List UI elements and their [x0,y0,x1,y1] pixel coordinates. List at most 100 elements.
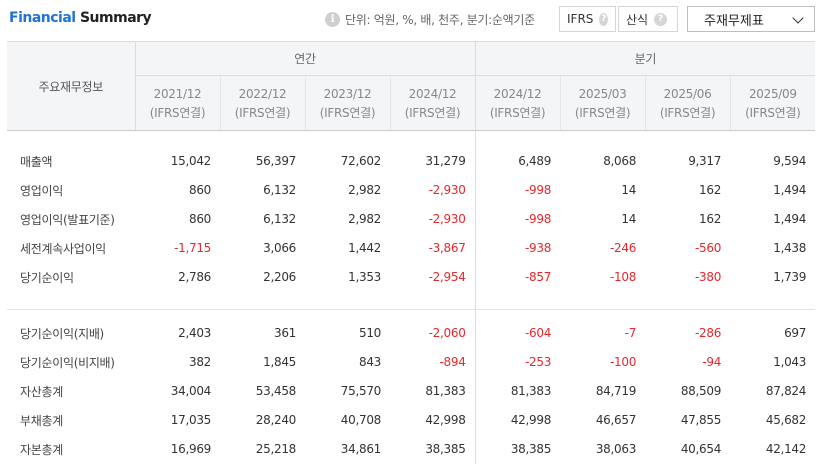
column-period: 2025/09 [748,87,797,101]
value-cell: -286 [695,326,722,340]
column-basis: (IFRS연결) [319,106,376,120]
value-cell: 81,383 [474,376,561,406]
value-cell: 42,998 [474,405,561,435]
value-cell: -604 [474,318,561,348]
row-label: 영업이익(발표기준) [20,212,115,227]
value-cell: 1,442 [348,241,381,255]
row-label: 세전계속사업이익 [20,241,106,256]
table-row: 당기순이익(지배) 2,403 361 510 -2,060 -604 -7 -286 697 [7,318,815,348]
value-cell: 1,438 [773,241,807,255]
value-cell: -998 [474,175,561,205]
column-header: 2025/09 (IFRS연결) [729,75,816,131]
unit-note: i 단위: 억원, %, 배, 천주, 분기:순액기준 [325,11,535,28]
table-row: 세전계속사업이익 -1,715 3,066 1,442 -3,867 -938 -246 -5… [7,233,815,263]
row-label: 당기순이익(비지배) [20,355,115,370]
value-cell: -94 [702,355,722,369]
table-row: 당기순이익 2,786 2,206 1,353 -2,954 -857 -108 -380 1,… [7,262,815,292]
value-cell: 2,982 [348,212,381,226]
value-cell: 14 [621,212,637,226]
value-cell: 40,654 [680,442,722,456]
value-cell: 382 [188,355,211,369]
value-cell: 42,142 [765,442,807,456]
value-cell: 17,035 [170,413,212,427]
value-cell: 87,824 [765,384,807,398]
section-header: Financial Summary i 단위: 억원, %, 배, 천주, 분기… [0,0,822,40]
question-icon[interactable]: ? [654,12,668,26]
value-cell: -2,930 [428,212,466,226]
statement-type-select[interactable]: 주재무제표 [687,6,815,32]
ifrs-label: IFRS [567,12,594,26]
value-cell: 6,489 [474,146,561,176]
value-cell: 2,206 [263,270,296,284]
column-period: 2025/03 [578,87,627,101]
formula-label: 산식 [626,12,649,27]
value-cell: 1,494 [773,212,807,226]
table-row: 매출액 15,042 56,397 72,602 31,279 6,489 8,068 9,3… [7,146,815,176]
group-header-quarter: 분기 [474,41,816,76]
value-cell: -3,867 [428,241,466,255]
table-row: 영업이익(발표기준) 860 6,132 2,982 -2,930 -998 14 162 1,… [7,204,815,234]
section-title: Financial Summary [9,10,152,26]
value-cell: 34,861 [340,442,382,456]
value-cell: 38,063 [595,442,637,456]
value-cell: -894 [439,355,466,369]
value-cell: 1,739 [773,270,807,284]
value-cell: 84,719 [595,384,637,398]
column-period: 2024/12 [493,87,542,101]
value-cell: 2,982 [348,183,381,197]
value-cell: 8,068 [603,154,637,168]
table-row: 자본총계 16,969 25,218 34,861 38,385 38,385 38,063… [7,434,815,464]
value-cell: 9,594 [773,154,807,168]
statement-type-value: 주재무제표 [704,13,764,29]
column-basis: (IFRS연결) [404,106,461,120]
table-row: 부채총계 17,035 28,240 40,708 42,998 42,998 46,657… [7,405,815,435]
value-cell: 40,708 [340,413,382,427]
row-label: 부채총계 [20,413,63,428]
value-cell: 361 [273,326,296,340]
formula-help-chip[interactable]: 산식 ? [618,6,678,32]
value-cell: 1,043 [773,355,807,369]
value-cell: -998 [474,204,561,234]
value-cell: 46,657 [595,413,637,427]
value-cell: 53,458 [255,384,297,398]
value-cell: 860 [188,212,211,226]
row-header: 주요재무정보 [7,41,135,131]
value-cell: 510 [358,326,381,340]
value-cell: 56,397 [255,154,297,168]
ifrs-help-chip[interactable]: IFRS ? [559,6,616,32]
value-cell: 45,682 [765,413,807,427]
title-part-1: Financial [9,10,76,26]
column-header: 2024/12 (IFRS연결) [474,75,561,131]
table-row: 자산총계 34,004 53,458 75,570 81,383 81,383 84,719… [7,376,815,406]
value-cell: 162 [699,183,722,197]
value-cell: 9,317 [688,154,722,168]
value-cell: 2,403 [178,326,211,340]
unit-text: 단위: 억원, %, 배, 천주, 분기:순액기준 [345,13,535,27]
value-cell: -7 [624,326,637,340]
value-cell: 1,494 [773,183,807,197]
value-cell: -2,954 [428,270,466,284]
value-cell: -1,715 [174,241,211,255]
financial-summary-table: 주요재무정보 연간 분기 2021/12 (IFRS연결) 2022/12 (IFRS… [7,41,816,464]
value-cell: -100 [610,355,637,369]
value-cell: 1,353 [348,270,381,284]
info-icon[interactable]: i [325,12,340,27]
column-header: 2021/12 (IFRS연결) [134,75,220,131]
value-cell: 843 [358,355,381,369]
column-period: 2023/12 [323,87,372,101]
value-cell: 860 [188,183,211,197]
value-cell: 16,969 [170,442,212,456]
value-cell: 3,066 [263,241,296,255]
column-header: 2025/06 (IFRS연결) [644,75,731,131]
question-icon[interactable]: ? [599,12,608,26]
value-cell: 72,602 [340,154,382,168]
column-basis: (IFRS연결) [745,106,801,120]
value-cell: 75,570 [340,384,382,398]
column-basis: (IFRS연결) [574,106,631,120]
value-cell: 38,385 [474,434,561,464]
column-basis: (IFRS연결) [659,106,716,120]
column-period: 2021/12 [153,87,202,101]
value-cell: 34,004 [170,384,212,398]
value-cell: 31,279 [425,154,466,168]
table-row: 당기순이익(비지배) 382 1,845 843 -894 -253 -100 -94 1,04… [7,347,815,377]
